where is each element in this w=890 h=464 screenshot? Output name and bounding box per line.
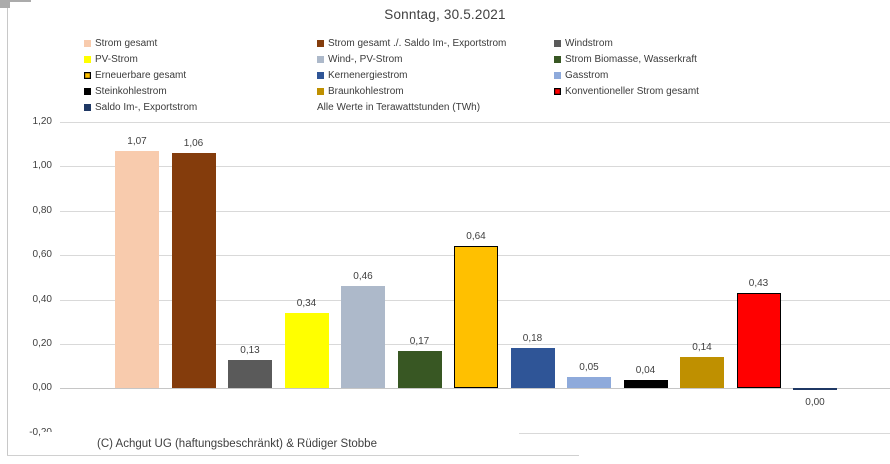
gridline-partial	[519, 432, 890, 434]
bar-value-label: 0,14	[692, 342, 712, 354]
legend-label: Windstrom	[565, 38, 613, 49]
chart-frame-left	[7, 0, 8, 456]
bar-value-label: 1,07	[127, 135, 147, 147]
bar-value-label: 0,00	[805, 397, 825, 409]
legend-column-2: Strom gesamt ./. Saldo Im-, Exportstrom W…	[317, 36, 506, 116]
copyright-credit: (C) Achgut UG (haftungsbeschränkt) & Rüd…	[97, 438, 377, 450]
legend-item: Windstrom	[554, 36, 699, 52]
bar-braunkohlestrom	[680, 357, 724, 389]
bar-value-label: 0,64	[466, 231, 486, 243]
legend-label: PV-Strom	[95, 54, 138, 65]
legend-label: Gasstrom	[565, 70, 609, 81]
gridline	[60, 388, 890, 390]
legend-label: Konventioneller Strom gesamt	[565, 86, 699, 97]
gridline	[60, 210, 890, 212]
bar-value-label: 0,18	[522, 333, 543, 345]
bar-pv-strom	[284, 312, 329, 389]
bar-strom-biomasse-wasserkraft	[397, 350, 442, 389]
y-axis-tick-label: 0,60	[32, 249, 52, 261]
y-axis-tick-label: 0,80	[32, 204, 52, 216]
bar-value-label: 0,46	[353, 271, 373, 283]
legend-label: Wind-, PV-Strom	[328, 54, 403, 65]
legend-swatch-icon	[84, 56, 91, 63]
bar-value-label: 0,04	[635, 364, 656, 376]
legend-label: Alle Werte in Terawattstunden (TWh)	[317, 102, 481, 113]
legend-swatch-icon	[317, 72, 324, 79]
legend-item: Gasstrom	[554, 68, 699, 84]
legend-item: Saldo Im-, Exportstrom	[84, 100, 197, 116]
legend-label: Strom gesamt	[95, 38, 158, 49]
legend-item: Strom Biomasse, Wasserkraft	[554, 52, 699, 68]
legend-swatch-icon	[554, 40, 561, 47]
legend-column-3: Windstrom Strom Biomasse, Wasserkraft Gass…	[554, 36, 699, 100]
legend-label: Erneuerbare gesamt	[95, 70, 187, 81]
legend-swatch-icon	[554, 56, 561, 63]
legend-item: Braunkohlestrom	[317, 84, 506, 100]
legend-item: Steinkohlestrom	[84, 84, 197, 100]
legend-swatch-icon	[84, 88, 91, 95]
legend-label: Strom gesamt ./. Saldo Im-, Exportstrom	[328, 38, 507, 49]
bar-konventioneller-strom-gesamt	[736, 292, 781, 389]
bar-value-label: 0,13	[240, 344, 260, 356]
bar-value-label: 0,05	[579, 362, 599, 374]
legend-label: Kernenergiestrom	[328, 70, 408, 81]
bar-value-label: 0,17	[409, 335, 430, 347]
bar-kernenergiestrom	[510, 348, 555, 389]
y-axis-tick-label: 0,20	[32, 338, 52, 349]
bar-windstrom	[228, 359, 272, 389]
bar-value-label: 0,43	[748, 277, 769, 289]
bar-strom-gesamt	[115, 150, 159, 389]
tick-prefix: -0,	[29, 426, 41, 438]
y-axis-tick-label: 1,20	[32, 115, 52, 127]
gridline	[60, 166, 890, 168]
legend-column-1: Strom gesamt PV-Strom Erneuerbare gesamt St…	[84, 36, 197, 116]
bar-gasstrom	[567, 377, 611, 389]
chart-frame-bottom	[7, 455, 579, 456]
legend-label: Steinkohlestrom	[95, 86, 167, 97]
bar-strom-gesamt-saldo-im-exportstrom	[171, 153, 216, 389]
legend-item: Strom gesamt ./. Saldo Im-, Exportstrom	[317, 36, 506, 52]
legend-unit-note: Alle Werte in Terawattstunden (TWh)	[317, 100, 506, 116]
chart-title: Sonntag, 30.5.2021	[384, 7, 506, 22]
legend-swatch-icon	[317, 56, 324, 63]
legend-swatch-icon	[84, 104, 91, 111]
y-axis-tick-label: 0,40	[32, 293, 52, 305]
legend-item: Erneuerbare gesamt	[84, 68, 197, 84]
spreadsheet-corner-line	[0, 0, 31, 2]
legend-item: Konventioneller Strom gesamt	[554, 84, 699, 100]
legend-label: Saldo Im-, Exportstrom	[95, 102, 198, 113]
legend-item: PV-Strom	[84, 52, 197, 68]
spreadsheet-corner-artifact	[0, 0, 10, 8]
y-axis-tick-label: 0,00	[32, 382, 52, 394]
bar-value-label: 0,34	[296, 297, 317, 309]
legend-swatch-icon	[84, 72, 91, 79]
legend-swatch-icon	[554, 72, 561, 79]
bar-saldo-im-exportstrom	[793, 387, 837, 391]
legend-label: Strom Biomasse, Wasserkraft	[565, 54, 697, 65]
legend-item: Strom gesamt	[84, 36, 197, 52]
legend-swatch-icon	[317, 88, 324, 95]
bar-steinkohlestrom	[623, 379, 668, 389]
legend-label: Braunkohlestrom	[328, 86, 404, 97]
legend-item: Kernenergiestrom	[317, 68, 506, 84]
bar-erneuerbare-gesamt	[454, 246, 498, 389]
y-axis-tick-label-clipped: -0,20	[12, 426, 52, 438]
tick-clipped-digits: 20	[41, 428, 52, 432]
bar-wind-pv-strom	[341, 286, 385, 389]
legend-item: Wind-, PV-Strom	[317, 52, 506, 68]
y-axis-tick-label: 1,00	[32, 160, 52, 172]
gridline	[60, 121, 890, 123]
legend-swatch-icon	[84, 40, 91, 47]
bar-value-label: 1,06	[183, 138, 204, 149]
legend-swatch-icon	[317, 40, 324, 47]
legend-swatch-icon	[554, 88, 561, 95]
